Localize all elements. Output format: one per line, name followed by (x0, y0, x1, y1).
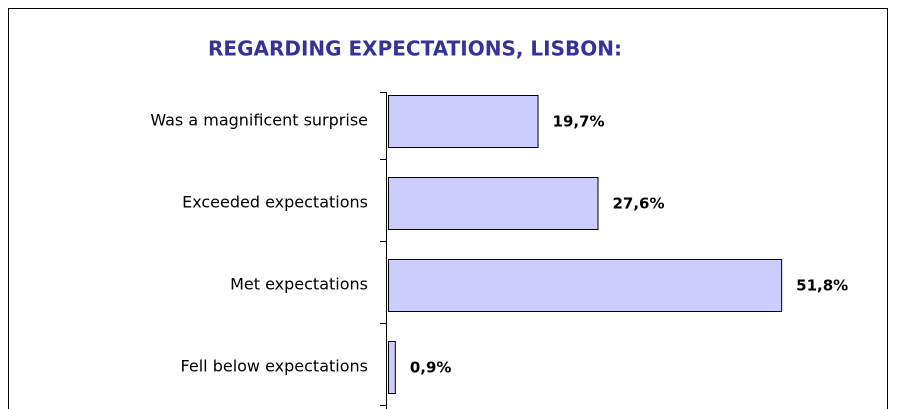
value-label: 27,6% (612, 195, 664, 213)
frame (8, 8, 888, 409)
chart-title: REGARDING EXPECTATIONS, LISBON: (208, 37, 622, 61)
value-label: 51,8% (796, 277, 848, 295)
bar (388, 341, 396, 394)
category-label: Met expectations (230, 275, 368, 294)
category-label: Fell below expectations (181, 357, 368, 376)
category-label: Exceeded expectations (182, 193, 368, 212)
value-label: 0,9% (410, 359, 452, 377)
bar (388, 95, 539, 148)
category-label: Was a magnificent surprise (150, 111, 368, 130)
bar (388, 177, 599, 230)
bar (388, 259, 783, 312)
value-label: 19,7% (553, 113, 605, 131)
